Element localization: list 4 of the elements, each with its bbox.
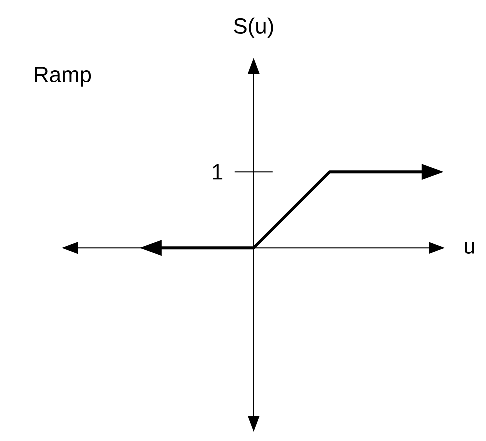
text: S(u) xyxy=(234,18,274,38)
chart-title: Ramp xyxy=(35,67,92,87)
x-axis-title: u xyxy=(465,242,474,254)
annotation: 1 xyxy=(213,164,223,180)
